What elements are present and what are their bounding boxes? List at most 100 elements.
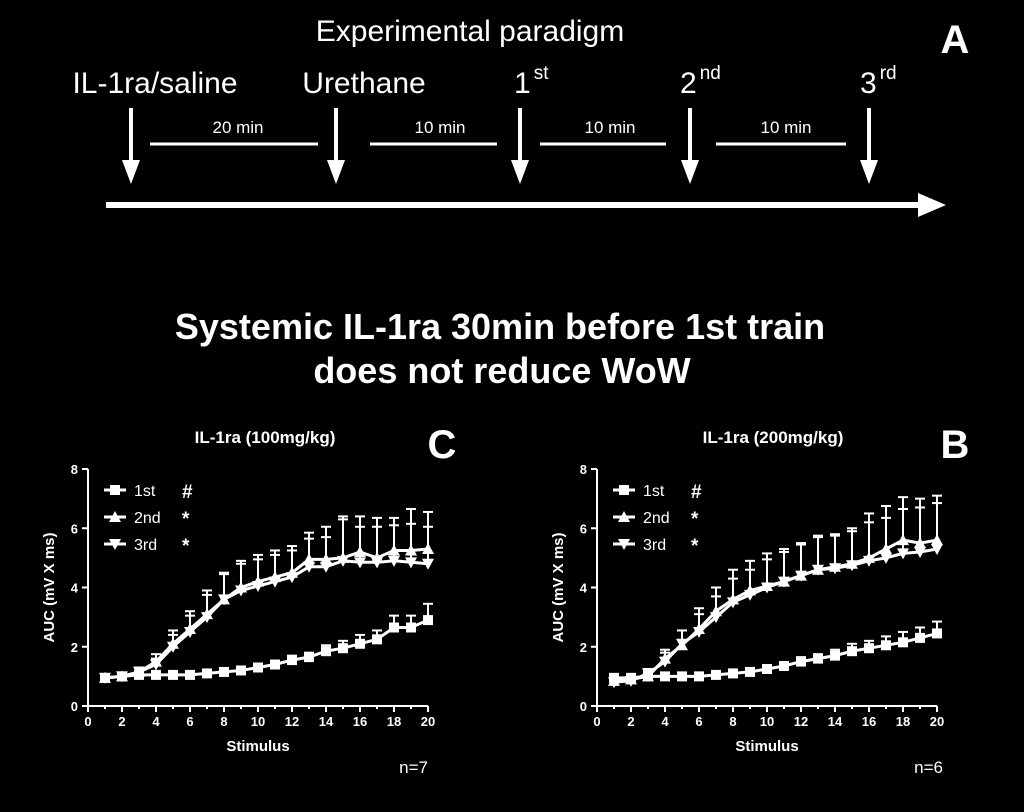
legend-significance: * [182, 509, 190, 530]
data-point [304, 652, 314, 663]
data-point [677, 671, 687, 682]
data-point [218, 594, 230, 606]
event-3rd-sup: rd [880, 63, 897, 84]
data-point [863, 555, 875, 567]
x-tick-label: 16 [862, 714, 876, 729]
data-point [915, 632, 925, 643]
y-tick-label: 0 [71, 699, 78, 714]
data-point [303, 561, 315, 573]
chart-title: IL-1ra (100mg/kg) [195, 428, 336, 447]
data-point [795, 570, 807, 582]
y-tick-label: 4 [71, 581, 79, 596]
data-point [694, 671, 704, 682]
data-point [354, 557, 366, 569]
data-point [931, 543, 943, 555]
y-axis-label: AUC (mV X ms) [550, 532, 567, 642]
data-point [762, 663, 772, 674]
series-line [614, 631, 938, 680]
data-point [168, 669, 178, 680]
data-point [202, 668, 212, 679]
legend-label: 3rd [643, 537, 666, 554]
x-tick-label: 6 [695, 714, 702, 729]
y-tick-label: 8 [580, 462, 587, 477]
data-point [847, 646, 857, 657]
x-tick-label: 14 [828, 714, 843, 729]
data-point [355, 638, 365, 649]
legend-significance: * [691, 536, 699, 557]
data-point [898, 637, 908, 648]
legend-label: 1st [643, 483, 665, 500]
data-point [116, 671, 128, 683]
data-point [659, 656, 671, 668]
data-point [423, 615, 433, 626]
x-tick-label: 2 [118, 714, 125, 729]
legend-significance: # [182, 482, 193, 503]
legend-marker [110, 485, 120, 495]
data-point [270, 659, 280, 670]
x-axis-label: Stimulus [226, 738, 289, 755]
legend-label: 2nd [643, 510, 670, 527]
data-point [150, 659, 162, 671]
series-1st [609, 620, 942, 683]
x-tick-label: 10 [251, 714, 265, 729]
interval-label: 10 min [760, 118, 811, 137]
data-point [235, 585, 247, 597]
data-point [406, 622, 416, 633]
data-point [321, 646, 331, 657]
data-point [422, 558, 434, 570]
x-tick-label: 8 [220, 714, 227, 729]
data-point [184, 626, 196, 638]
data-point [864, 643, 874, 654]
data-point [269, 576, 281, 588]
series-3rd [99, 518, 434, 684]
down-arrow-icon [327, 160, 345, 184]
x-tick-label: 14 [319, 714, 334, 729]
data-point [676, 638, 688, 650]
series-line [104, 618, 429, 680]
down-arrow-icon [122, 160, 140, 184]
event-1st-number: 1 [514, 67, 531, 100]
data-point [151, 669, 161, 680]
paradigm-panel: Experimental paradigm A IL-1ra/saline Ur… [72, 15, 969, 217]
data-point [745, 666, 755, 677]
legend-marker [618, 511, 630, 522]
data-point [642, 668, 654, 680]
data-point [236, 665, 246, 676]
legend-significance: * [182, 536, 190, 557]
x-tick-label: 18 [896, 714, 910, 729]
data-point [167, 641, 179, 653]
x-tick-label: 18 [387, 714, 401, 729]
data-point [880, 552, 892, 564]
data-point [252, 581, 264, 593]
y-tick-label: 4 [580, 581, 588, 596]
event-3rd-number: 3 [860, 67, 877, 100]
timeline-arrow-icon [918, 193, 946, 217]
series-2nd [99, 507, 434, 683]
x-tick-label: 4 [152, 714, 160, 729]
legend-marker [109, 511, 121, 522]
interval-label: 10 min [414, 118, 465, 137]
data-point [185, 669, 195, 680]
event-arrows [122, 108, 878, 184]
data-point [405, 557, 417, 569]
series-3rd [608, 502, 943, 689]
data-point [320, 561, 332, 573]
x-tick-label: 4 [661, 714, 669, 729]
x-tick-label: 0 [84, 714, 91, 729]
data-point [778, 576, 790, 588]
data-point [711, 669, 721, 680]
data-point [813, 653, 823, 664]
data-point [371, 557, 383, 569]
legend-significance: # [691, 482, 702, 503]
data-point [728, 668, 738, 679]
y-tick-label: 8 [71, 462, 78, 477]
data-point [744, 589, 756, 601]
y-tick-label: 2 [580, 640, 587, 655]
series-1st [100, 602, 433, 683]
data-point [608, 677, 620, 689]
data-point [660, 671, 670, 682]
chart-il1ra-200: IL-1ra (200mg/kg) Bn=6 0 2 4 6 8 0 2 4 6 8 10 12 14 16 1… [550, 423, 969, 777]
data-point [727, 597, 739, 609]
event-label-urethane: Urethane [302, 67, 425, 100]
